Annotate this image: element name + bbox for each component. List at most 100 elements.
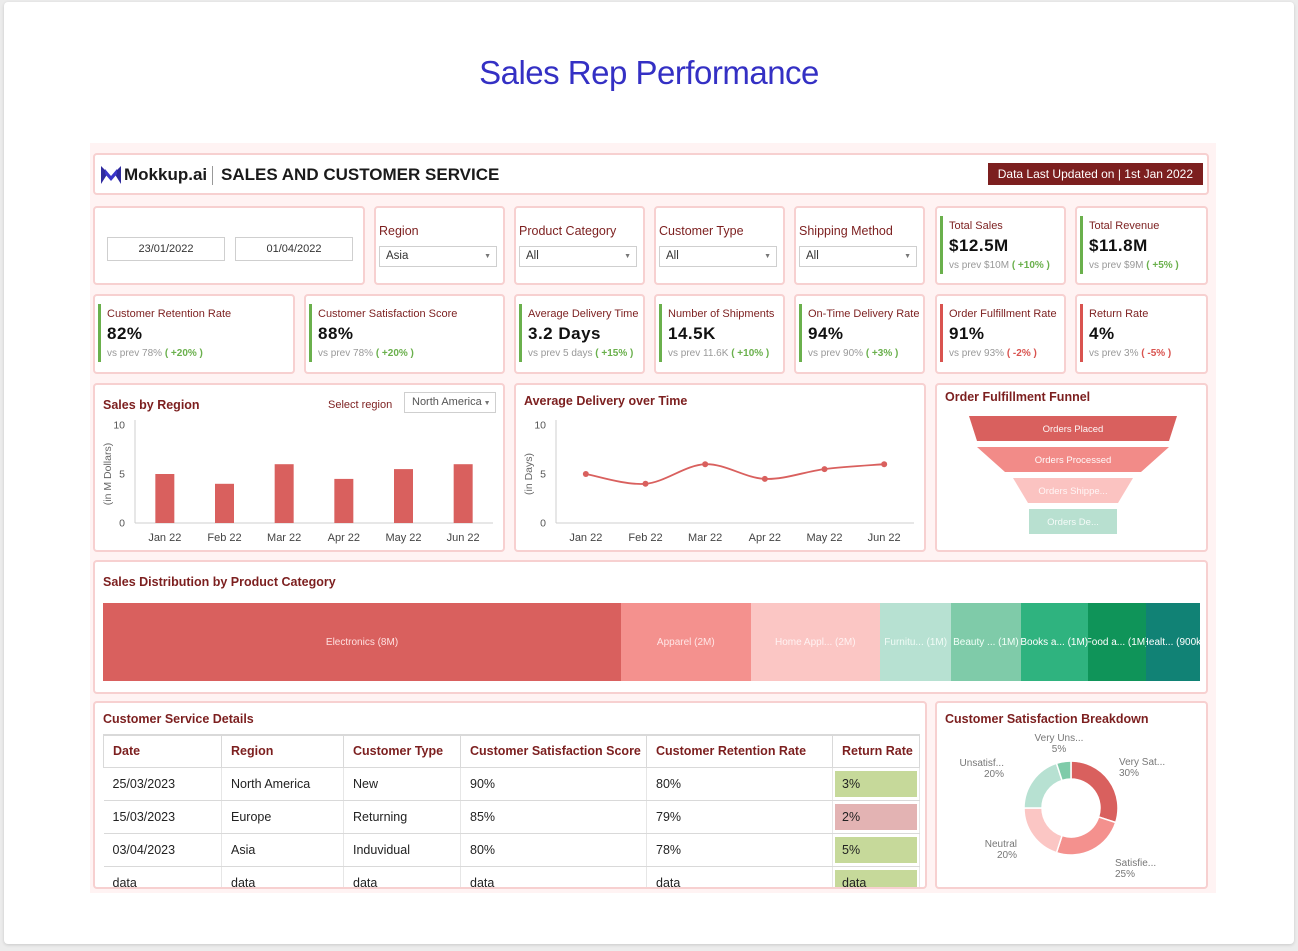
col-customer-type[interactable]: Customer Type bbox=[343, 734, 461, 768]
point-jun-22[interactable] bbox=[881, 461, 888, 468]
cell-date: 25/03/2023 bbox=[103, 766, 222, 801]
x-tick-label: Apr 22 bbox=[749, 532, 781, 544]
point-feb-22[interactable] bbox=[642, 480, 649, 487]
donut-label: Unsatisf... bbox=[960, 758, 1004, 769]
customer-service-card: Customer Service Details Date Region Cus… bbox=[93, 701, 927, 889]
funnel-stage-3[interactable] bbox=[1013, 478, 1133, 503]
bar-jun-22[interactable] bbox=[453, 464, 473, 523]
treemap-tile[interactable]: Food a... (1M) bbox=[1087, 603, 1147, 681]
col-date[interactable]: Date bbox=[103, 734, 222, 768]
kpi-value: 3.2 Days bbox=[528, 324, 601, 343]
funnel-stage-1[interactable] bbox=[969, 416, 1177, 441]
kpi-indicator-bar bbox=[1080, 304, 1083, 362]
treemap-tile[interactable]: Furnitu... (1M) bbox=[880, 603, 952, 681]
treemap: Electronics (8M) Apparel (2M) Home Appl...… bbox=[103, 603, 1200, 681]
point-mar-22[interactable] bbox=[702, 461, 709, 468]
customer-type-filter: Customer Type All ▼ bbox=[654, 206, 785, 285]
treemap-tile[interactable]: Beauty ... (1M) bbox=[951, 603, 1021, 681]
region-filter: Region Asia ▼ bbox=[374, 206, 505, 285]
donut-slice-4[interactable] bbox=[1023, 762, 1063, 809]
kpi-indicator-bar bbox=[799, 304, 802, 362]
table-row[interactable]: 03/04/2023 Asia Induvidual 80% 78% 5% bbox=[103, 832, 920, 867]
x-tick-label: May 22 bbox=[385, 532, 421, 544]
col-retention-rate[interactable]: Customer Retention Rate bbox=[646, 734, 833, 768]
product-category-value: All bbox=[526, 250, 539, 262]
treemap-tile-label: Beauty ... (1M) bbox=[953, 636, 1019, 648]
return-rate-highlight: 2% bbox=[835, 803, 917, 830]
bar-may-22[interactable] bbox=[394, 469, 413, 523]
customer-type-select[interactable]: All ▼ bbox=[659, 246, 777, 267]
point-apr-22[interactable] bbox=[761, 475, 768, 482]
donut-pct: 20% bbox=[997, 850, 1017, 861]
dashboard-title: SALES AND CUSTOMER SERVICE bbox=[221, 165, 500, 184]
kpi-prev-text: vs prev 90% bbox=[808, 348, 864, 359]
kpi-average-delivery-time: Average Delivery Time 3.2 Days vs prev 5… bbox=[514, 294, 645, 374]
treemap-tile-label: Furnitu... (1M) bbox=[884, 636, 948, 648]
cell-date: 03/04/2023 bbox=[103, 832, 222, 867]
satisfaction-donut-chart: Very Sat...30%Satisfie...25%Neutral20%Un… bbox=[960, 733, 1166, 880]
kpi-indicator-bar bbox=[1080, 216, 1083, 274]
y-tick-label: 0 bbox=[540, 518, 546, 530]
point-may-22[interactable] bbox=[821, 466, 828, 473]
kpi-label: Customer Satisfaction Score bbox=[318, 308, 458, 320]
dashboard-header: Mokkup.ai SALES AND CUSTOMER SERVICE Dat… bbox=[93, 153, 1209, 195]
x-tick-label: Feb 22 bbox=[628, 532, 662, 544]
donut-slice-3[interactable] bbox=[1023, 807, 1063, 854]
kpi-label: Number of Shipments bbox=[668, 308, 775, 320]
treemap-tile[interactable]: Electronics (8M) bbox=[103, 603, 622, 681]
col-region[interactable]: Region bbox=[221, 734, 344, 768]
donut-pct: 5% bbox=[1052, 744, 1067, 755]
kpi-value: 88% bbox=[318, 324, 354, 343]
kpi-change: ( -5% ) bbox=[1141, 348, 1172, 359]
donut-slice-1[interactable] bbox=[1070, 760, 1119, 824]
line-series bbox=[585, 463, 885, 485]
treemap-tile[interactable]: Apparel (2M) bbox=[621, 603, 751, 681]
cell-csat: 80% bbox=[460, 832, 647, 867]
cell-return-rate: 2% bbox=[832, 799, 920, 834]
bar-feb-22[interactable] bbox=[215, 483, 234, 523]
date-from-input[interactable]: 23/01/2022 bbox=[107, 237, 225, 261]
table-row[interactable]: data data data data data data bbox=[103, 865, 920, 887]
col-satisfaction-score[interactable]: Customer Satisfaction Score bbox=[460, 734, 647, 768]
funnel-chart: Orders Placed Orders Processed Orders Ship… bbox=[969, 416, 1177, 534]
region-select[interactable]: Asia ▼ bbox=[379, 246, 497, 267]
funnel-stage-4[interactable] bbox=[1029, 509, 1117, 534]
bar-mar-22[interactable] bbox=[274, 464, 294, 523]
product-category-filter: Product Category All ▼ bbox=[514, 206, 645, 285]
treemap-tile-label: Electronics (8M) bbox=[325, 636, 399, 648]
point-jan-22[interactable] bbox=[582, 471, 589, 477]
region-dropdown[interactable]: North America ▼ bbox=[404, 392, 496, 413]
bar-jan-22[interactable] bbox=[155, 474, 175, 523]
donut-slice-5[interactable] bbox=[1055, 760, 1072, 782]
x-tick-label: Mar 22 bbox=[267, 532, 301, 544]
bar-apr-22[interactable] bbox=[334, 478, 354, 523]
table-row[interactable]: 15/03/2023 Europe Returning 85% 79% 2% bbox=[103, 799, 920, 834]
shipping-method-select[interactable]: All ▼ bbox=[799, 246, 917, 267]
donut-slice-2[interactable] bbox=[1055, 816, 1117, 856]
x-tick-label: Jan 22 bbox=[148, 532, 181, 544]
treemap-tile[interactable]: Books a... (1M) bbox=[1020, 603, 1088, 681]
region-filter-label: Region bbox=[379, 224, 419, 238]
funnel-stage-label: Orders De... bbox=[1047, 517, 1099, 528]
cell-date: data bbox=[103, 865, 222, 887]
y-axis-title: (in Days) bbox=[523, 453, 535, 495]
funnel-stage-2[interactable] bbox=[977, 447, 1169, 472]
treemap-tile-label: Food a... (1M) bbox=[1087, 636, 1147, 648]
donut-pct: 25% bbox=[1115, 869, 1135, 880]
x-tick-label: Apr 22 bbox=[328, 532, 360, 544]
funnel-stage-label: Orders Shippe... bbox=[1038, 486, 1107, 497]
treemap-tile[interactable]: Home Appl... (2M) bbox=[750, 603, 881, 681]
shipping-method-label: Shipping Method bbox=[799, 224, 893, 238]
col-return-rate[interactable]: Return Rate bbox=[832, 734, 920, 768]
cell-retention: data bbox=[646, 865, 833, 887]
cs-table-title: Customer Service Details bbox=[103, 712, 254, 726]
product-category-select[interactable]: All ▼ bbox=[519, 246, 637, 267]
kpi-previous: vs prev 78% ( +20% ) bbox=[107, 348, 203, 359]
table-row[interactable]: 25/03/2023 North America New 90% 80% 3% bbox=[103, 766, 920, 801]
satisfaction-breakdown-card: Customer Satisfaction Breakdown Very Sat… bbox=[935, 701, 1208, 889]
sales-by-region-title: Sales by Region bbox=[103, 398, 200, 412]
date-to-input[interactable]: 01/04/2022 bbox=[235, 237, 353, 261]
customer-service-table: Date Region Customer Type Customer Satis… bbox=[103, 734, 920, 887]
treemap-tile[interactable]: Healt... (900k) bbox=[1146, 603, 1200, 681]
kpi-change: ( +20% ) bbox=[164, 348, 203, 359]
